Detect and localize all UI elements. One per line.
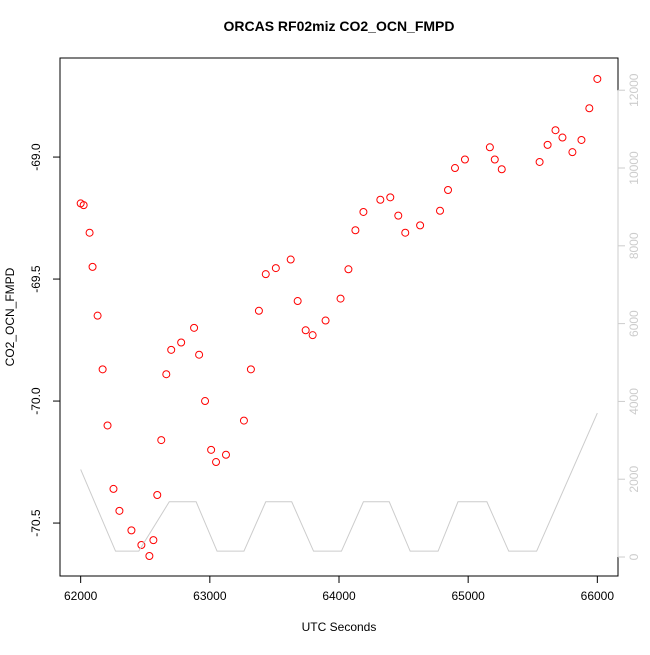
point [162,370,171,379]
point [460,155,469,164]
y2-tick-label: 10000 [627,151,641,185]
point [551,126,560,135]
point [376,195,385,204]
point [444,186,453,195]
point [359,207,368,216]
point [336,294,345,303]
x-axis-label: UTC Seconds [302,620,377,634]
point [450,164,459,173]
point [127,526,136,535]
point [271,264,280,273]
y2-tick-label: 6000 [627,310,641,337]
point [239,416,248,425]
point [416,221,425,230]
point [88,262,97,271]
point [93,311,102,320]
x-tick-label: 62000 [64,589,98,603]
point [321,316,330,325]
point [394,211,403,220]
point [344,265,353,274]
point [145,551,154,560]
point [190,323,199,332]
point [386,193,395,202]
y2-tick-label: 8000 [627,232,641,259]
point [568,148,577,157]
point [497,165,506,174]
point [401,228,410,237]
point [543,140,552,149]
point [261,270,270,279]
point [207,445,216,454]
x-tick-label: 66000 [581,589,615,603]
point [301,326,310,335]
point [485,143,494,152]
point [293,297,302,306]
point [177,338,186,347]
point [558,133,567,142]
point [195,350,204,359]
point [109,484,118,493]
point [85,228,94,237]
y2-tick-label: 12000 [627,73,641,107]
point [286,255,295,264]
y2-tick-label: 2000 [627,466,641,493]
point [577,135,586,144]
chart-title: ORCAS RF02miz CO2_OCN_FMPD [223,18,454,34]
y-tick-label: -69.5 [29,265,43,293]
point [167,345,176,354]
point [79,201,88,210]
point [137,541,146,550]
point [593,74,602,83]
y-tick-label: -69.0 [29,143,43,171]
y-axis-label: CO2_OCN_FMPD [3,267,17,366]
plot-box [59,57,619,577]
point [98,365,107,374]
point [103,421,112,430]
point [436,206,445,215]
point [201,397,210,406]
point [254,306,263,315]
point [157,436,166,445]
line-series [80,412,598,552]
point [585,104,594,113]
point [212,458,221,467]
x-tick-label: 64000 [322,589,356,603]
point [490,155,499,164]
x-tick-label: 65000 [451,589,485,603]
x-tick-label: 63000 [193,589,227,603]
point [115,506,124,515]
point [351,226,360,235]
y-tick-label: -70.0 [29,387,43,415]
point [246,365,255,374]
y2-tick-label: 4000 [627,388,641,415]
point [149,536,158,545]
y2-tick-label: 0 [627,553,641,560]
y-tick-label: -70.5 [29,509,43,537]
point [308,331,317,340]
point [153,490,162,499]
point [535,157,544,166]
point [221,450,230,459]
